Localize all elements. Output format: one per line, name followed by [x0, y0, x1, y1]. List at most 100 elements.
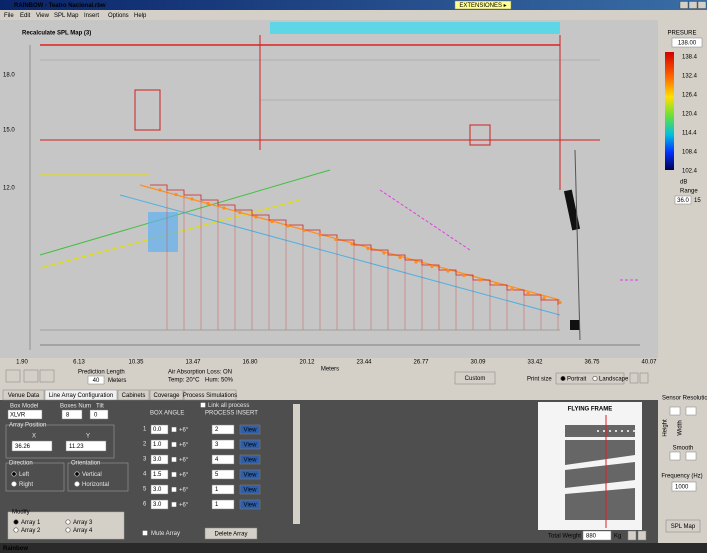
checkbox[interactable] — [171, 456, 177, 463]
row-angle: 3.0 — [153, 487, 162, 493]
box-angle-label: BOX ANGLE — [150, 411, 184, 417]
x-axis-label: 26.77 — [413, 360, 429, 366]
x-axis-label: 33.42 — [527, 360, 543, 366]
x-value: 36.26 — [15, 444, 31, 450]
radio[interactable] — [13, 519, 19, 525]
tab[interactable] — [44, 389, 118, 401]
radio[interactable] — [560, 375, 566, 382]
mute-label: Mute Array — [151, 531, 180, 537]
x-axis-label: 10.35 — [128, 360, 144, 366]
tool-button[interactable] — [5, 369, 21, 383]
delete-button[interactable] — [204, 527, 258, 540]
view-button[interactable] — [239, 424, 261, 435]
sensor-field[interactable] — [685, 406, 697, 416]
y-axis-label: 15.0 — [3, 128, 15, 134]
checkbox[interactable] — [171, 501, 177, 508]
field — [211, 439, 235, 450]
row-limit: +6° — [179, 458, 189, 464]
tab[interactable] — [149, 389, 184, 401]
radio[interactable] — [65, 527, 71, 533]
checkbox[interactable] — [171, 486, 177, 493]
nav-button[interactable] — [627, 530, 637, 541]
tab[interactable] — [2, 389, 45, 401]
view-button[interactable] — [239, 454, 261, 465]
checkbox[interactable] — [171, 441, 177, 448]
tool-button[interactable] — [23, 369, 39, 383]
nav-button[interactable] — [637, 530, 647, 541]
radio[interactable] — [13, 527, 19, 533]
custom-button-label: Custom — [465, 376, 486, 382]
view-button[interactable] — [239, 469, 261, 480]
checkbox[interactable] — [142, 530, 148, 536]
smooth-field[interactable] — [669, 451, 681, 461]
radio[interactable] — [74, 481, 80, 487]
radio[interactable] — [74, 471, 80, 477]
custom-button[interactable] — [454, 371, 496, 385]
map-title: Recalculate SPL Map (3) — [22, 31, 91, 37]
scrollbar[interactable] — [293, 404, 300, 524]
field — [671, 481, 697, 492]
box-model: XLVR — [10, 413, 26, 419]
field — [150, 469, 169, 480]
group-box — [67, 462, 129, 492]
radio[interactable] — [11, 481, 17, 487]
x-axis-label: 20.12 — [299, 360, 315, 366]
view-button[interactable] — [239, 439, 261, 450]
tool-button[interactable] — [39, 369, 55, 383]
checkbox[interactable] — [200, 402, 206, 408]
checkbox[interactable] — [171, 426, 177, 433]
sensor-panel — [658, 390, 707, 543]
y-axis-label: 18.0 — [3, 73, 15, 79]
row-angle: 3.0 — [153, 457, 162, 463]
flying-frame-drawing — [538, 402, 642, 530]
row-angle: 0.0 — [153, 427, 162, 433]
row-angle: 3.0 — [153, 502, 162, 508]
row-index: 2 — [143, 442, 147, 448]
spl-button[interactable] — [665, 519, 701, 533]
y-value: 11.23 — [69, 444, 84, 450]
window-button[interactable] — [697, 1, 707, 9]
window-button[interactable] — [688, 1, 698, 9]
listener — [174, 192, 178, 197]
field — [61, 409, 83, 420]
field — [150, 439, 169, 450]
listener — [158, 188, 162, 192]
listener — [382, 251, 386, 255]
listener — [270, 219, 274, 224]
direction-option: Right — [19, 482, 33, 488]
sensor-field[interactable] — [669, 406, 681, 416]
radio[interactable] — [65, 519, 71, 525]
checkbox[interactable] — [171, 471, 177, 478]
scale-label: 132.4 — [682, 74, 698, 80]
boxes-num-label: Boxes Num — [60, 404, 91, 410]
row-process: 1 — [215, 487, 219, 493]
radio[interactable] — [11, 471, 17, 477]
print-size-label: Print size — [527, 377, 552, 383]
field — [7, 409, 43, 420]
field — [89, 409, 109, 420]
field — [150, 424, 169, 435]
smooth-field[interactable] — [685, 451, 697, 461]
listener — [446, 269, 450, 273]
tab[interactable] — [117, 389, 150, 401]
window-button[interactable] — [679, 1, 689, 9]
nav-button[interactable] — [629, 372, 639, 384]
extensions-button[interactable] — [454, 0, 512, 10]
y-label: Y — [86, 434, 90, 440]
tab[interactable] — [183, 389, 237, 401]
view-button[interactable] — [239, 499, 261, 510]
tab-label: Line Array Configuration — [49, 393, 113, 399]
range-step: 15 — [694, 198, 701, 204]
process-insert-label: PROCESS INSERT — [205, 411, 258, 417]
listener — [462, 273, 466, 278]
link-all-label: Link all process — [208, 403, 249, 409]
orientation-option: Horizontal — [82, 482, 109, 488]
scale-label: 126.4 — [682, 93, 698, 99]
view-button[interactable] — [239, 484, 261, 495]
nav-button[interactable] — [639, 372, 649, 384]
radio[interactable] — [592, 375, 598, 382]
row-index: 4 — [143, 472, 147, 478]
view-button-label: View — [244, 503, 258, 509]
row-limit: +6° — [179, 473, 189, 479]
scale-title: PRESURE — [667, 31, 696, 37]
